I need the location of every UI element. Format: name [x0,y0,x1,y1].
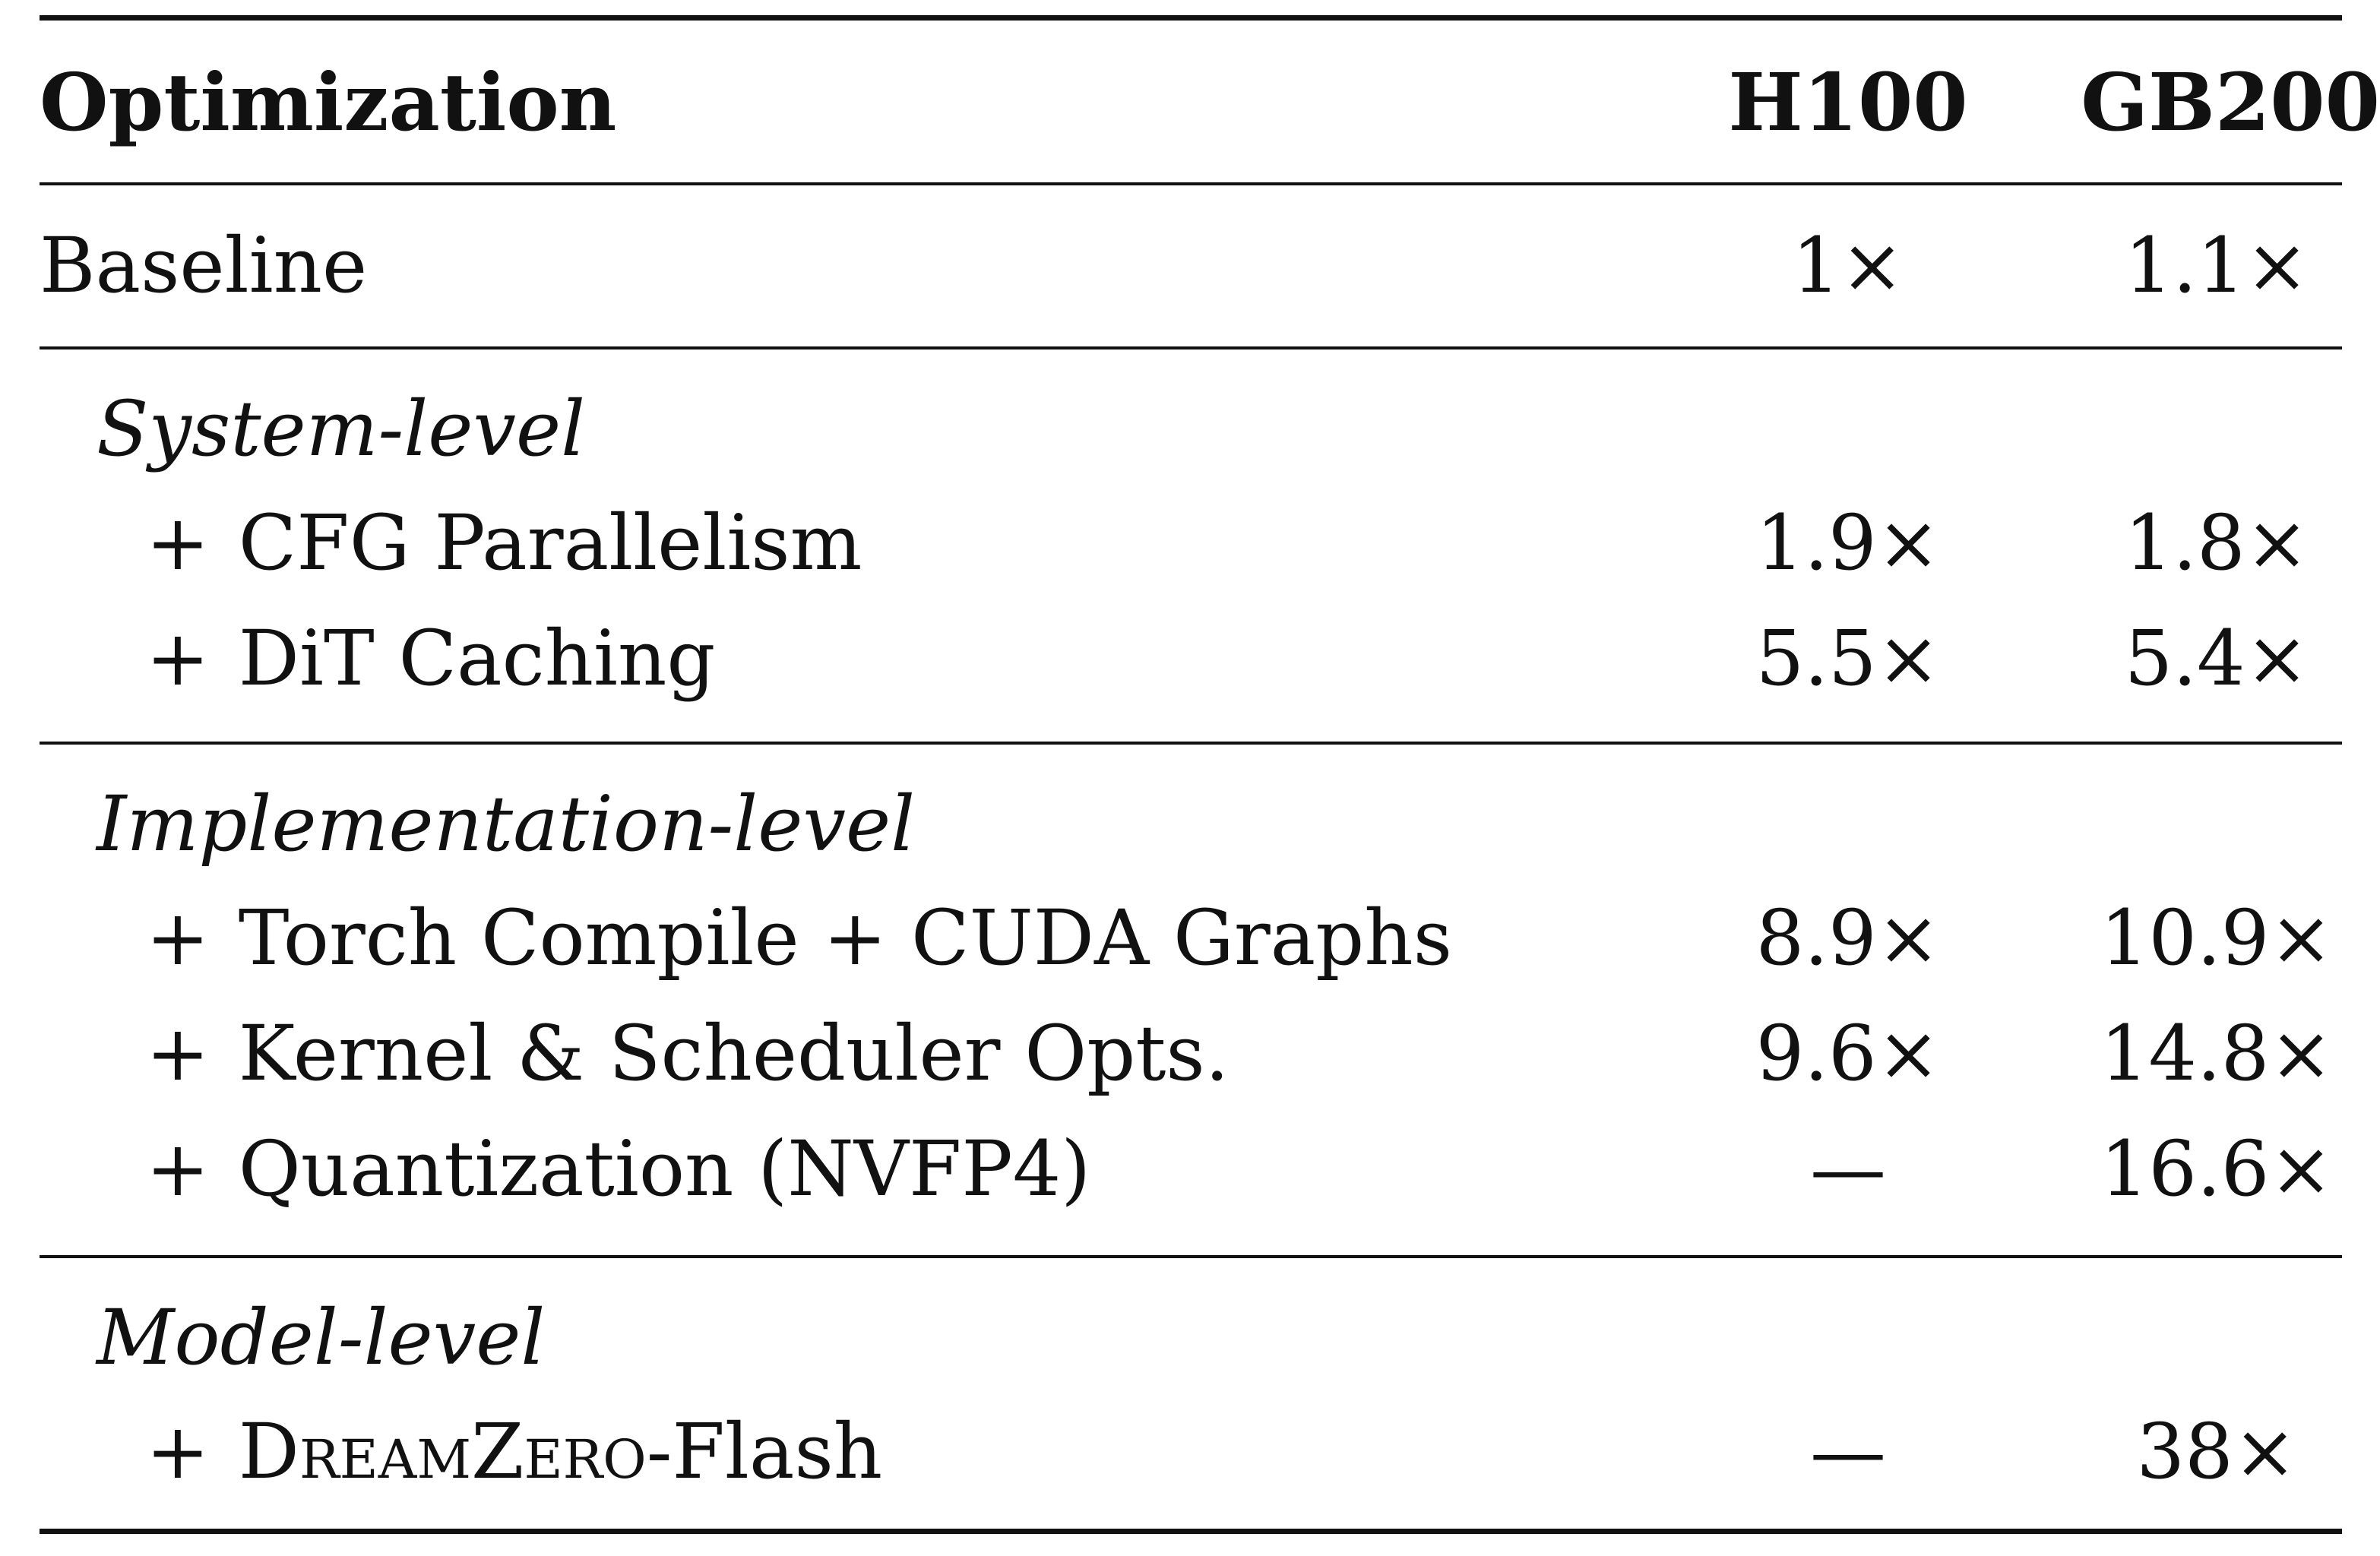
optimization-name: DiT Caching [238,614,716,703]
h100-value: 5.5× [1755,614,1941,703]
h100-value: 1.9× [1755,498,1941,587]
table-row: + Kernel & Scheduler Opts. 9.6× 14.8× [40,997,2342,1111]
optimization-name: Kernel & Scheduler Opts. [238,1009,1230,1098]
plus-sign: + [146,1407,210,1496]
table-row: + Torch Compile + CUDA Graphs 8.9× 10.9× [40,881,2342,995]
group-title-row: Model-level [40,1281,2342,1395]
model-name: DreamZero [238,1407,647,1496]
section-rule [40,742,2342,745]
top-rule [40,15,2342,21]
table-row: + DiT Caching 5.5× 5.4× [40,602,2342,716]
row-label: + Torch Compile + CUDA Graphs [146,881,1452,995]
speedup-table: Optimization H100 GB200 Baseline 1× 1.1×… [40,0,2380,1556]
row-label: + DiT Caching [146,602,715,716]
h100-value: 8.9× [1755,893,1941,982]
row-label: + DreamZero-Flash [146,1395,882,1509]
baseline-row: Baseline 1× 1.1× [40,209,2342,323]
h100-value: — [1810,1407,1886,1496]
header-optimization: Optimization [40,55,617,149]
header-gb200: GB200 [2081,55,2380,149]
header-row: Optimization H100 GB200 [40,46,2380,160]
gb200-value: 1.8× [2124,498,2309,587]
model-suffix: -Flash [646,1407,883,1496]
optimization-name: CFG Parallelism [238,498,862,587]
table-row: + CFG Parallelism 1.9× 1.8× [40,486,2342,600]
model-level-title: Model-level [97,1293,546,1382]
plus-sign: + [146,1124,210,1213]
row-label: + Quantization (NVFP4) [146,1112,1090,1226]
table-row: + Quantization (NVFP4) — 16.6× [40,1112,2342,1226]
bottom-rule [40,1529,2342,1534]
plus-sign: + [146,1009,210,1098]
baseline-label: Baseline [40,221,368,310]
optimization-name: Torch Compile + CUDA Graphs [238,893,1453,982]
header-h100: H100 [1728,55,1968,149]
header-rule [40,182,2342,185]
implementation-level-title: Implementation-level [97,780,916,868]
gb200-value: 5.4× [2124,614,2309,703]
plus-sign: + [146,614,210,703]
optimization-name: Quantization (NVFP4) [238,1124,1091,1213]
row-label: + CFG Parallelism [146,486,862,600]
table-row: + DreamZero-Flash — 38× [40,1395,2342,1509]
gb200-value: 10.9× [2100,893,2334,982]
group-title-row: Implementation-level [40,767,2342,881]
gb200-value: 14.8× [2100,1009,2334,1098]
group-title-row: System-level [40,372,2342,486]
gb200-value: 38× [2136,1407,2297,1496]
section-rule [40,346,2342,349]
plus-sign: + [146,893,210,982]
h100-value: — [1810,1124,1886,1213]
plus-sign: + [146,498,210,587]
row-label: + Kernel & Scheduler Opts. [146,997,1230,1111]
baseline-gb200: 1.1× [2124,221,2309,310]
baseline-h100: 1× [1792,221,1904,310]
section-rule [40,1255,2342,1258]
gb200-value: 16.6× [2100,1124,2334,1213]
system-level-title: System-level [97,384,586,473]
h100-value: 9.6× [1755,1009,1941,1098]
